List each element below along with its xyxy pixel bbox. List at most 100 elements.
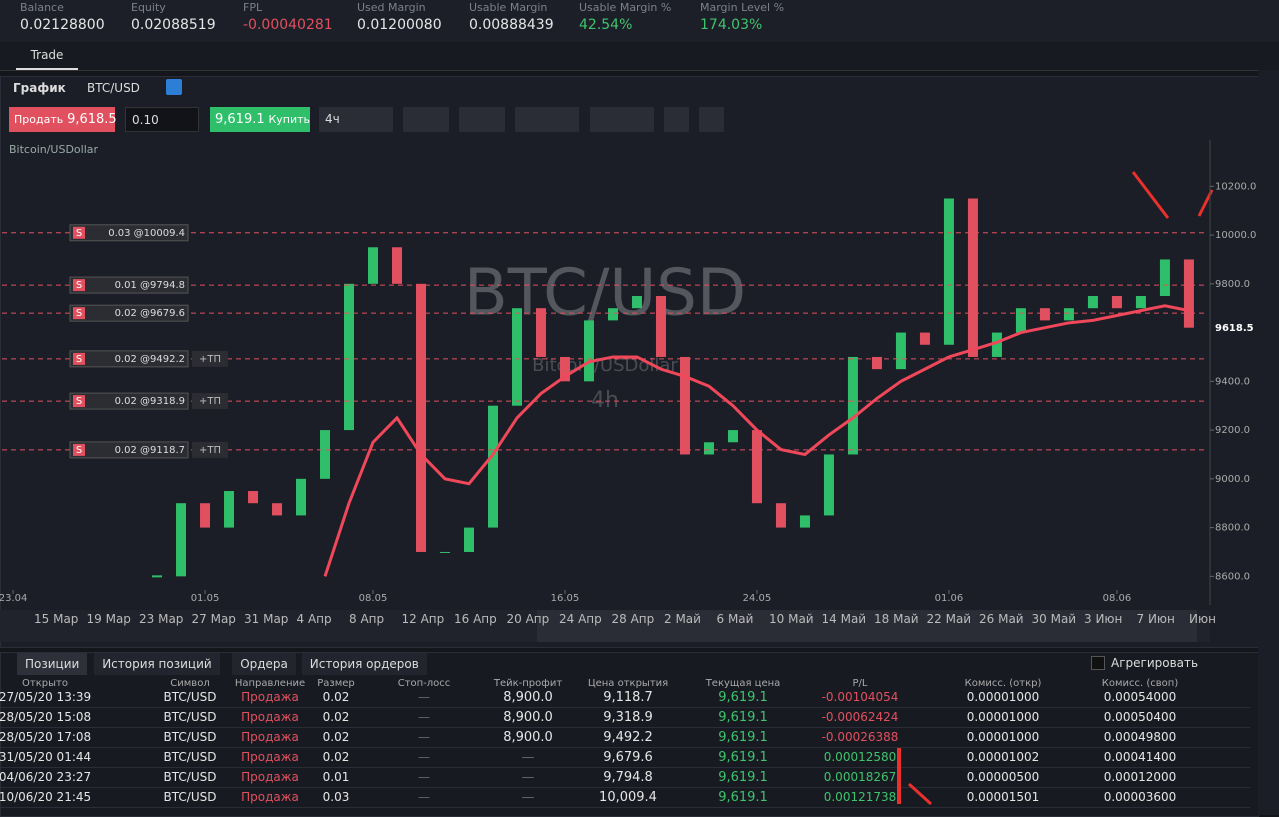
cell: 31/05/20 01:44 (0, 750, 92, 764)
column-header[interactable]: Цена открытия (587, 678, 669, 689)
cell: 9,679.6 (603, 750, 653, 765)
column-header[interactable]: Стоп-лосс (397, 678, 451, 689)
cell: 0.00001000 (966, 690, 1040, 704)
bottom-tab[interactable]: Позиции (17, 653, 88, 675)
navigator[interactable] (0, 610, 1210, 642)
navigator-label: 19 Мар (86, 612, 131, 626)
order-side-box (73, 279, 85, 292)
cell: — (418, 710, 430, 724)
quantity-input[interactable]: 0.10 (125, 107, 199, 132)
navigator-label: 23 Мар (139, 612, 184, 626)
tab[interactable]: Trade (16, 42, 78, 70)
account-value: -0.00040281 (243, 17, 333, 33)
candle (871, 356, 882, 370)
column-header[interactable]: Направление (234, 678, 306, 689)
x-tick-label: 23.04 (0, 593, 27, 604)
lab-button[interactable] (664, 107, 689, 132)
order-side: S (76, 396, 82, 407)
account-value: 42.54% (579, 17, 633, 33)
cell: — (418, 690, 430, 704)
indicator-button[interactable] (459, 107, 505, 132)
row-divider (0, 727, 1250, 728)
candle (1015, 308, 1026, 333)
cell: — (418, 790, 430, 804)
buy-label: Купить (268, 113, 311, 126)
cell: Продажа (241, 710, 299, 724)
order-tag (69, 392, 189, 410)
cell: 0.02 (322, 690, 350, 704)
draw-button[interactable] (590, 107, 654, 132)
column-header[interactable]: Комисс. (своп) (1101, 678, 1179, 689)
column-header[interactable]: Текущая цена (705, 678, 781, 689)
account-value: 174.03% (700, 17, 763, 33)
tp-label: +ТП (199, 396, 221, 407)
candle (272, 503, 283, 516)
column-header[interactable]: Размер (317, 678, 355, 689)
settings-button[interactable] (699, 107, 724, 132)
order-label: 0.03 @10009.4 (108, 228, 185, 239)
navigator-label: 3 Июн (1084, 612, 1123, 626)
cell: 9,619.1 (718, 710, 768, 725)
link-icon[interactable] (166, 79, 182, 95)
aggregate-label: Агрегировать (1111, 656, 1199, 670)
x-tick-label: 08.06 (1103, 593, 1132, 604)
y-tick-label: 9800.0 (1215, 279, 1250, 290)
tp-label: +ТП (199, 445, 221, 456)
order-side-box (73, 226, 85, 239)
order-side: S (76, 228, 82, 239)
order-side-box (73, 443, 85, 456)
tab-bar: Trade (0, 42, 1279, 71)
candle (751, 430, 762, 504)
cell: Продажа (241, 750, 299, 764)
bottom-tab[interactable]: История ордеров (301, 653, 427, 675)
sell-button[interactable]: Продать 9,618.5 (9, 107, 117, 132)
tp-tag (192, 393, 228, 410)
cell: 04/06/20 23:27 (0, 770, 92, 784)
sell-price: 9,618.5 (67, 112, 117, 127)
tp-label: +ТП (199, 354, 221, 365)
cell: 9,619.1 (718, 750, 768, 765)
timeframe-select[interactable]: 4ч (319, 107, 393, 132)
bottom-tab[interactable]: История позиций (94, 653, 220, 675)
candle (511, 308, 522, 406)
cell: 0.03 (322, 790, 350, 804)
x-tick-label: 01.05 (191, 593, 220, 604)
navigator-label: 15 Мар (34, 612, 79, 626)
y-tick-label: 9200.0 (1215, 425, 1250, 436)
cell: BTC/USD (163, 750, 217, 764)
cell: 9,619.1 (718, 790, 768, 805)
row-divider (0, 807, 1250, 808)
column-header[interactable]: Открыто (22, 678, 68, 689)
candle (679, 356, 690, 455)
cell: 0.00041400 (1103, 750, 1177, 764)
candle (775, 503, 786, 528)
chart-type-button[interactable] (403, 107, 449, 132)
candle (1111, 296, 1122, 309)
column-header[interactable]: P/L (852, 678, 868, 689)
aggregate-checkbox[interactable] (1091, 656, 1105, 670)
time-button[interactable] (515, 107, 579, 132)
account-label: Usable Margin % (579, 1, 672, 14)
order-side: S (76, 308, 82, 319)
account-label: Balance (20, 1, 64, 14)
account-label: Equity (131, 1, 166, 14)
instrument-name: Bitcoin/USDollar (9, 143, 99, 156)
navigator-label: 22 Май (926, 612, 972, 626)
moving-average (323, 304, 1190, 577)
candle (1183, 259, 1194, 328)
symbol-select[interactable]: BTC/USD (87, 81, 140, 95)
column-header[interactable]: Комисс. (откр) (964, 678, 1042, 689)
navigator-label: Июн (1189, 612, 1216, 626)
panel-title: График (13, 81, 66, 95)
order-tag (69, 441, 189, 459)
column-header[interactable]: Символ (170, 678, 210, 689)
bottom-tab[interactable]: Ордера (232, 653, 296, 675)
navigator-label: 12 Апр (401, 612, 445, 626)
column-header[interactable]: Тейк-профит (493, 678, 563, 689)
candle (1039, 308, 1050, 321)
navigator-window[interactable] (537, 610, 1197, 642)
buy-button[interactable]: 9,619.1 Купить (210, 107, 310, 132)
order-side: S (76, 445, 82, 456)
navigator-label: 6 Май (716, 612, 754, 626)
